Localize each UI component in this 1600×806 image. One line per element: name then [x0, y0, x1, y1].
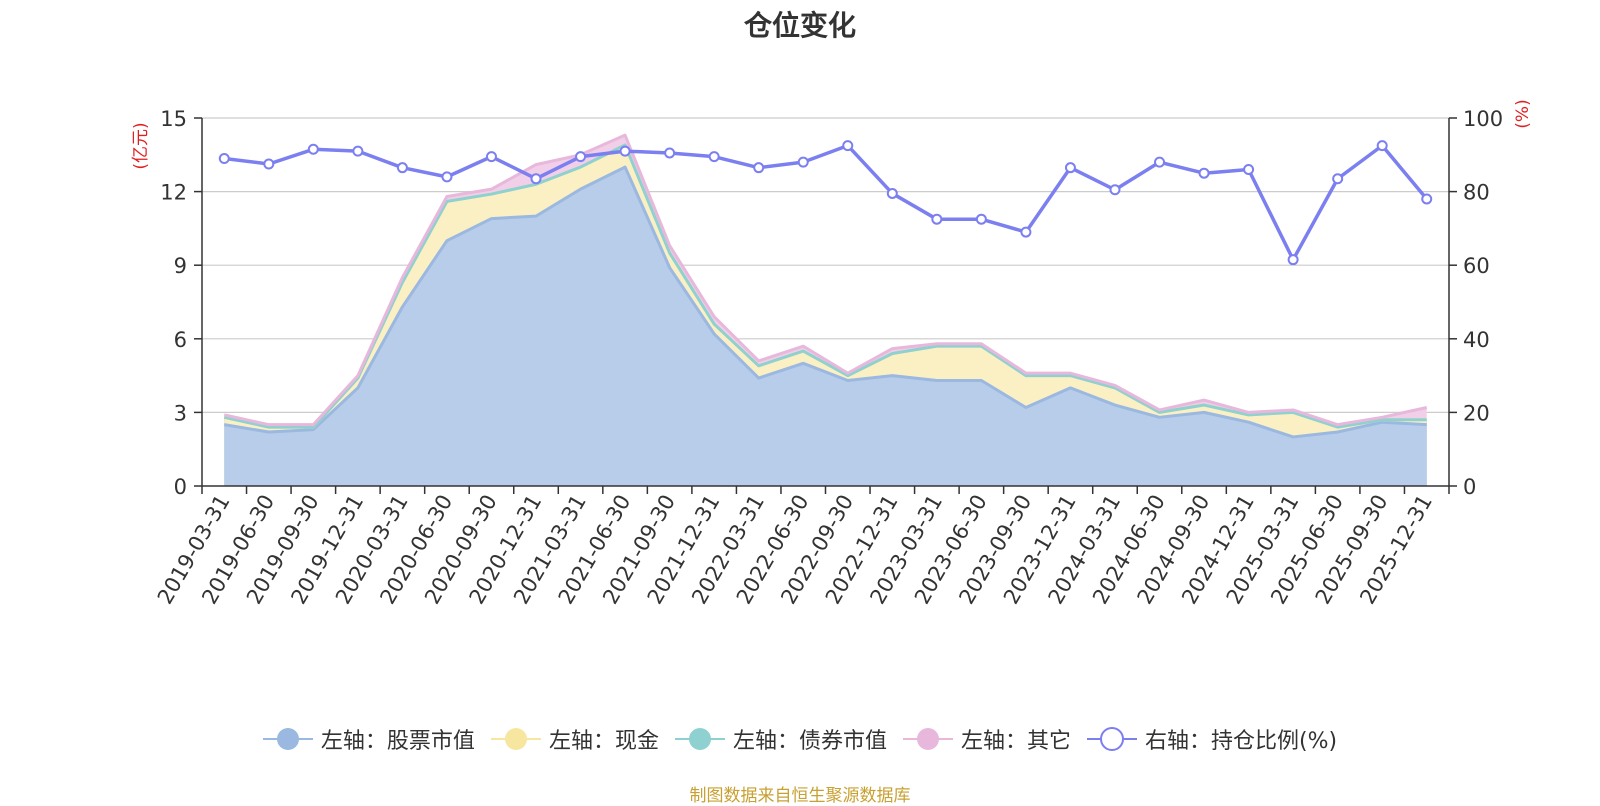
stacked-areas — [223, 133, 1428, 487]
ratio-point — [1421, 193, 1433, 205]
legend-item[interactable]: 左轴：其它 — [902, 723, 1071, 755]
legend-label: 左轴：现金 — [548, 729, 659, 754]
ratio-point — [842, 140, 854, 152]
ratio-point — [797, 156, 809, 168]
left-tick-label: 12 — [160, 181, 187, 205]
area-line-3 — [223, 133, 1428, 427]
ratio-point — [1198, 167, 1210, 179]
ratio-point — [1154, 156, 1166, 168]
ratio-point — [1332, 173, 1344, 185]
ratio-point — [931, 213, 943, 225]
chart-title: 仓位变化 — [743, 9, 856, 42]
area-0 — [224, 167, 1427, 487]
left-axis-label: (亿元) — [131, 122, 151, 169]
ratio-point — [263, 158, 275, 170]
right-tick-label: 80 — [1463, 181, 1490, 205]
ratio-point — [485, 151, 497, 163]
ratio-point — [1376, 140, 1388, 152]
ratio-line-series — [218, 140, 1433, 266]
legend-label: 左轴：股票市值 — [320, 729, 475, 754]
legend-dot-icon — [262, 728, 313, 750]
ratio-point — [619, 145, 631, 157]
ratio-point — [575, 151, 587, 163]
ratio-point — [1020, 226, 1032, 238]
left-tick-label: 9 — [174, 254, 187, 278]
legend-dot-icon — [902, 728, 953, 750]
ratio-point — [708, 151, 720, 163]
legend-dot-icon — [674, 728, 725, 750]
ratio-point — [1109, 184, 1121, 196]
left-tick-label: 15 — [160, 107, 187, 131]
axes: 03691215020406080100(亿元)(%)2019-03-31201… — [131, 99, 1533, 608]
right-tick-label: 100 — [1463, 107, 1503, 131]
ratio-point — [975, 213, 987, 225]
legend-item[interactable]: 右轴：持仓比例(%) — [1086, 723, 1338, 755]
legend-dot-icon — [490, 728, 541, 750]
right-tick-label: 0 — [1463, 475, 1476, 499]
area-line-2 — [223, 143, 1427, 429]
right-tick-label: 60 — [1463, 254, 1490, 278]
legend-label: 左轴：债券市值 — [732, 729, 887, 754]
ratio-point — [1243, 164, 1255, 176]
ratio-point — [886, 187, 898, 199]
left-tick-label: 0 — [174, 475, 187, 499]
ratio-point — [664, 147, 676, 159]
ratio-point — [218, 152, 230, 164]
legend: 左轴：股票市值 左轴：现金 左轴：债券市值 左轴：其它 右轴：持仓比例(%) — [0, 723, 1600, 755]
right-tick-label: 40 — [1463, 328, 1490, 352]
ratio-point — [1287, 254, 1299, 266]
ratio-point — [753, 162, 765, 174]
legend-item[interactable]: 左轴：现金 — [490, 723, 659, 755]
ratio-point — [396, 162, 408, 174]
source-note: 制图数据来自恒生聚源数据库 — [689, 786, 911, 806]
legend-ring-icon — [1086, 727, 1137, 751]
right-axis-label: (%) — [1513, 99, 1533, 128]
left-tick-label: 3 — [174, 401, 187, 425]
ratio-point — [441, 171, 453, 183]
ratio-point — [307, 143, 319, 155]
ratio-line — [224, 143, 1429, 262]
ratio-point — [530, 173, 542, 185]
legend-label: 左轴：其它 — [960, 729, 1071, 754]
ratio-point — [1064, 162, 1076, 174]
area-line-0 — [224, 165, 1427, 439]
legend-item[interactable]: 左轴：债券市值 — [674, 723, 887, 755]
right-tick-label: 20 — [1463, 401, 1490, 425]
ratio-point — [352, 145, 364, 157]
legend-item[interactable]: 左轴：股票市值 — [262, 723, 475, 755]
left-tick-label: 6 — [174, 328, 187, 352]
legend-label: 右轴：持仓比例(%) — [1144, 729, 1338, 754]
